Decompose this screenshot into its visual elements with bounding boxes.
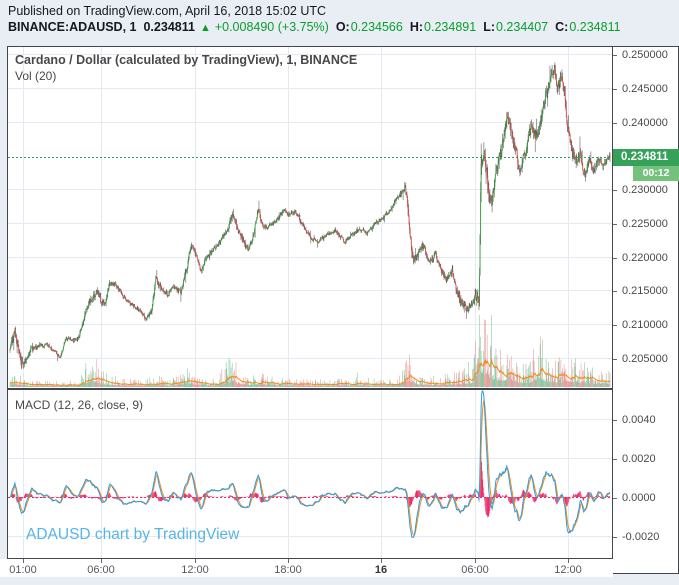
time-tick-mark [568, 559, 569, 563]
axis-tick-label: 0.245000 [622, 83, 668, 95]
ohlc-value: 0.234566 [350, 20, 403, 34]
axis-tick-label: 0.210000 [622, 319, 668, 331]
price-pane: Cardano / Dollar (calculated by TradingV… [7, 46, 613, 389]
ohlc-value: 0.234407 [496, 20, 549, 34]
last-price-value: 0.234811 [143, 20, 195, 34]
candlestick-volume-canvas [8, 47, 612, 388]
axis-tick-mark [613, 420, 617, 421]
time-tick-label: 01:00 [9, 564, 37, 576]
axis-tick-mark [613, 325, 617, 326]
macd-indicator-label: MACD (12, 26, close, 9) [15, 398, 144, 412]
axis-tick-label: 0.220000 [622, 252, 668, 264]
bar-countdown: 00:12 [633, 166, 679, 181]
axis-tick-mark [613, 123, 617, 124]
axis-tick-label: 0.225000 [622, 218, 668, 230]
price-change: +0.008490 (+3.75%) [214, 20, 329, 34]
axis-tick-mark [613, 459, 617, 460]
last-price-label: 0.234811 [613, 149, 679, 166]
axis-tick-label: 0.205000 [622, 353, 668, 365]
ohlc-value: 0.234891 [424, 20, 477, 34]
volume-indicator-label: Vol (20) [15, 69, 57, 83]
ohlc-values: O:0.234566 H:0.234891 L:0.234407 C:0.234811 [329, 20, 621, 34]
chart-title: Cardano / Dollar (calculated by TradingV… [15, 53, 358, 67]
time-tick-mark [101, 559, 102, 563]
axis-tick-mark [613, 258, 617, 259]
ohlc-value: 0.234811 [569, 20, 621, 34]
macd-pane: MACD (12, 26, close, 9) ADAUSD chart by … [7, 389, 613, 559]
axis-tick-label: 0.215000 [622, 285, 668, 297]
time-tick-label: 06:00 [87, 564, 115, 576]
symbol-label: BINANCE:ADAUSD, 1 [8, 20, 137, 34]
symbol-ohlc-line: BINANCE:ADAUSD, 1 0.234811 ▲ +0.008490 (+3.… [8, 20, 621, 34]
time-tick-label: 12:00 [554, 564, 582, 576]
axis-tick-mark [613, 55, 617, 56]
time-tick-mark [23, 559, 24, 563]
ohlc-key: H: [409, 20, 424, 34]
time-scale: 01:00 06:00 12:00 18:00 16 06:00 12:00 [0, 559, 613, 577]
time-tick-label: 18:00 [274, 564, 302, 576]
macd-canvas [8, 390, 612, 558]
ohlc-key: O: [335, 20, 350, 34]
published-line: Published on TradingView.com, April 16, … [8, 4, 327, 18]
axis-tick-mark [613, 291, 617, 292]
axis-tick-label: -0.0020 [622, 531, 660, 543]
ohlc-key: L: [483, 20, 495, 34]
axis-tick-label: 0.250000 [622, 49, 668, 61]
time-tick-label: 12:00 [181, 564, 209, 576]
axis-tick-mark [613, 89, 617, 90]
time-tick-mark [381, 559, 382, 563]
up-arrow-icon: ▲ [199, 22, 211, 34]
axis-tick-label: 0.0000 [622, 492, 656, 504]
axis-tick-mark [613, 537, 617, 538]
price-scale: 0.234811 00:12 0.250000 0.245000 0.240000 0… [613, 46, 679, 574]
time-tick-mark [195, 559, 196, 563]
axis-tick-mark [613, 190, 617, 191]
time-tick-mark [288, 559, 289, 563]
time-tick-mark [475, 559, 476, 563]
watermark-link[interactable]: ADAUSD chart by TradingView [26, 526, 240, 543]
ohlc-key: C: [555, 20, 569, 34]
axis-tick-mark [613, 498, 617, 499]
axis-tick-mark [613, 224, 617, 225]
time-tick-label: 06:00 [461, 564, 489, 576]
axis-tick-label: 0.0040 [622, 414, 656, 426]
axis-tick-label: 0.240000 [622, 117, 668, 129]
axis-tick-label: 0.230000 [622, 184, 668, 196]
axis-tick-label: 0.0020 [622, 453, 656, 465]
axis-tick-mark [613, 359, 617, 360]
time-tick-label: 16 [374, 564, 388, 576]
